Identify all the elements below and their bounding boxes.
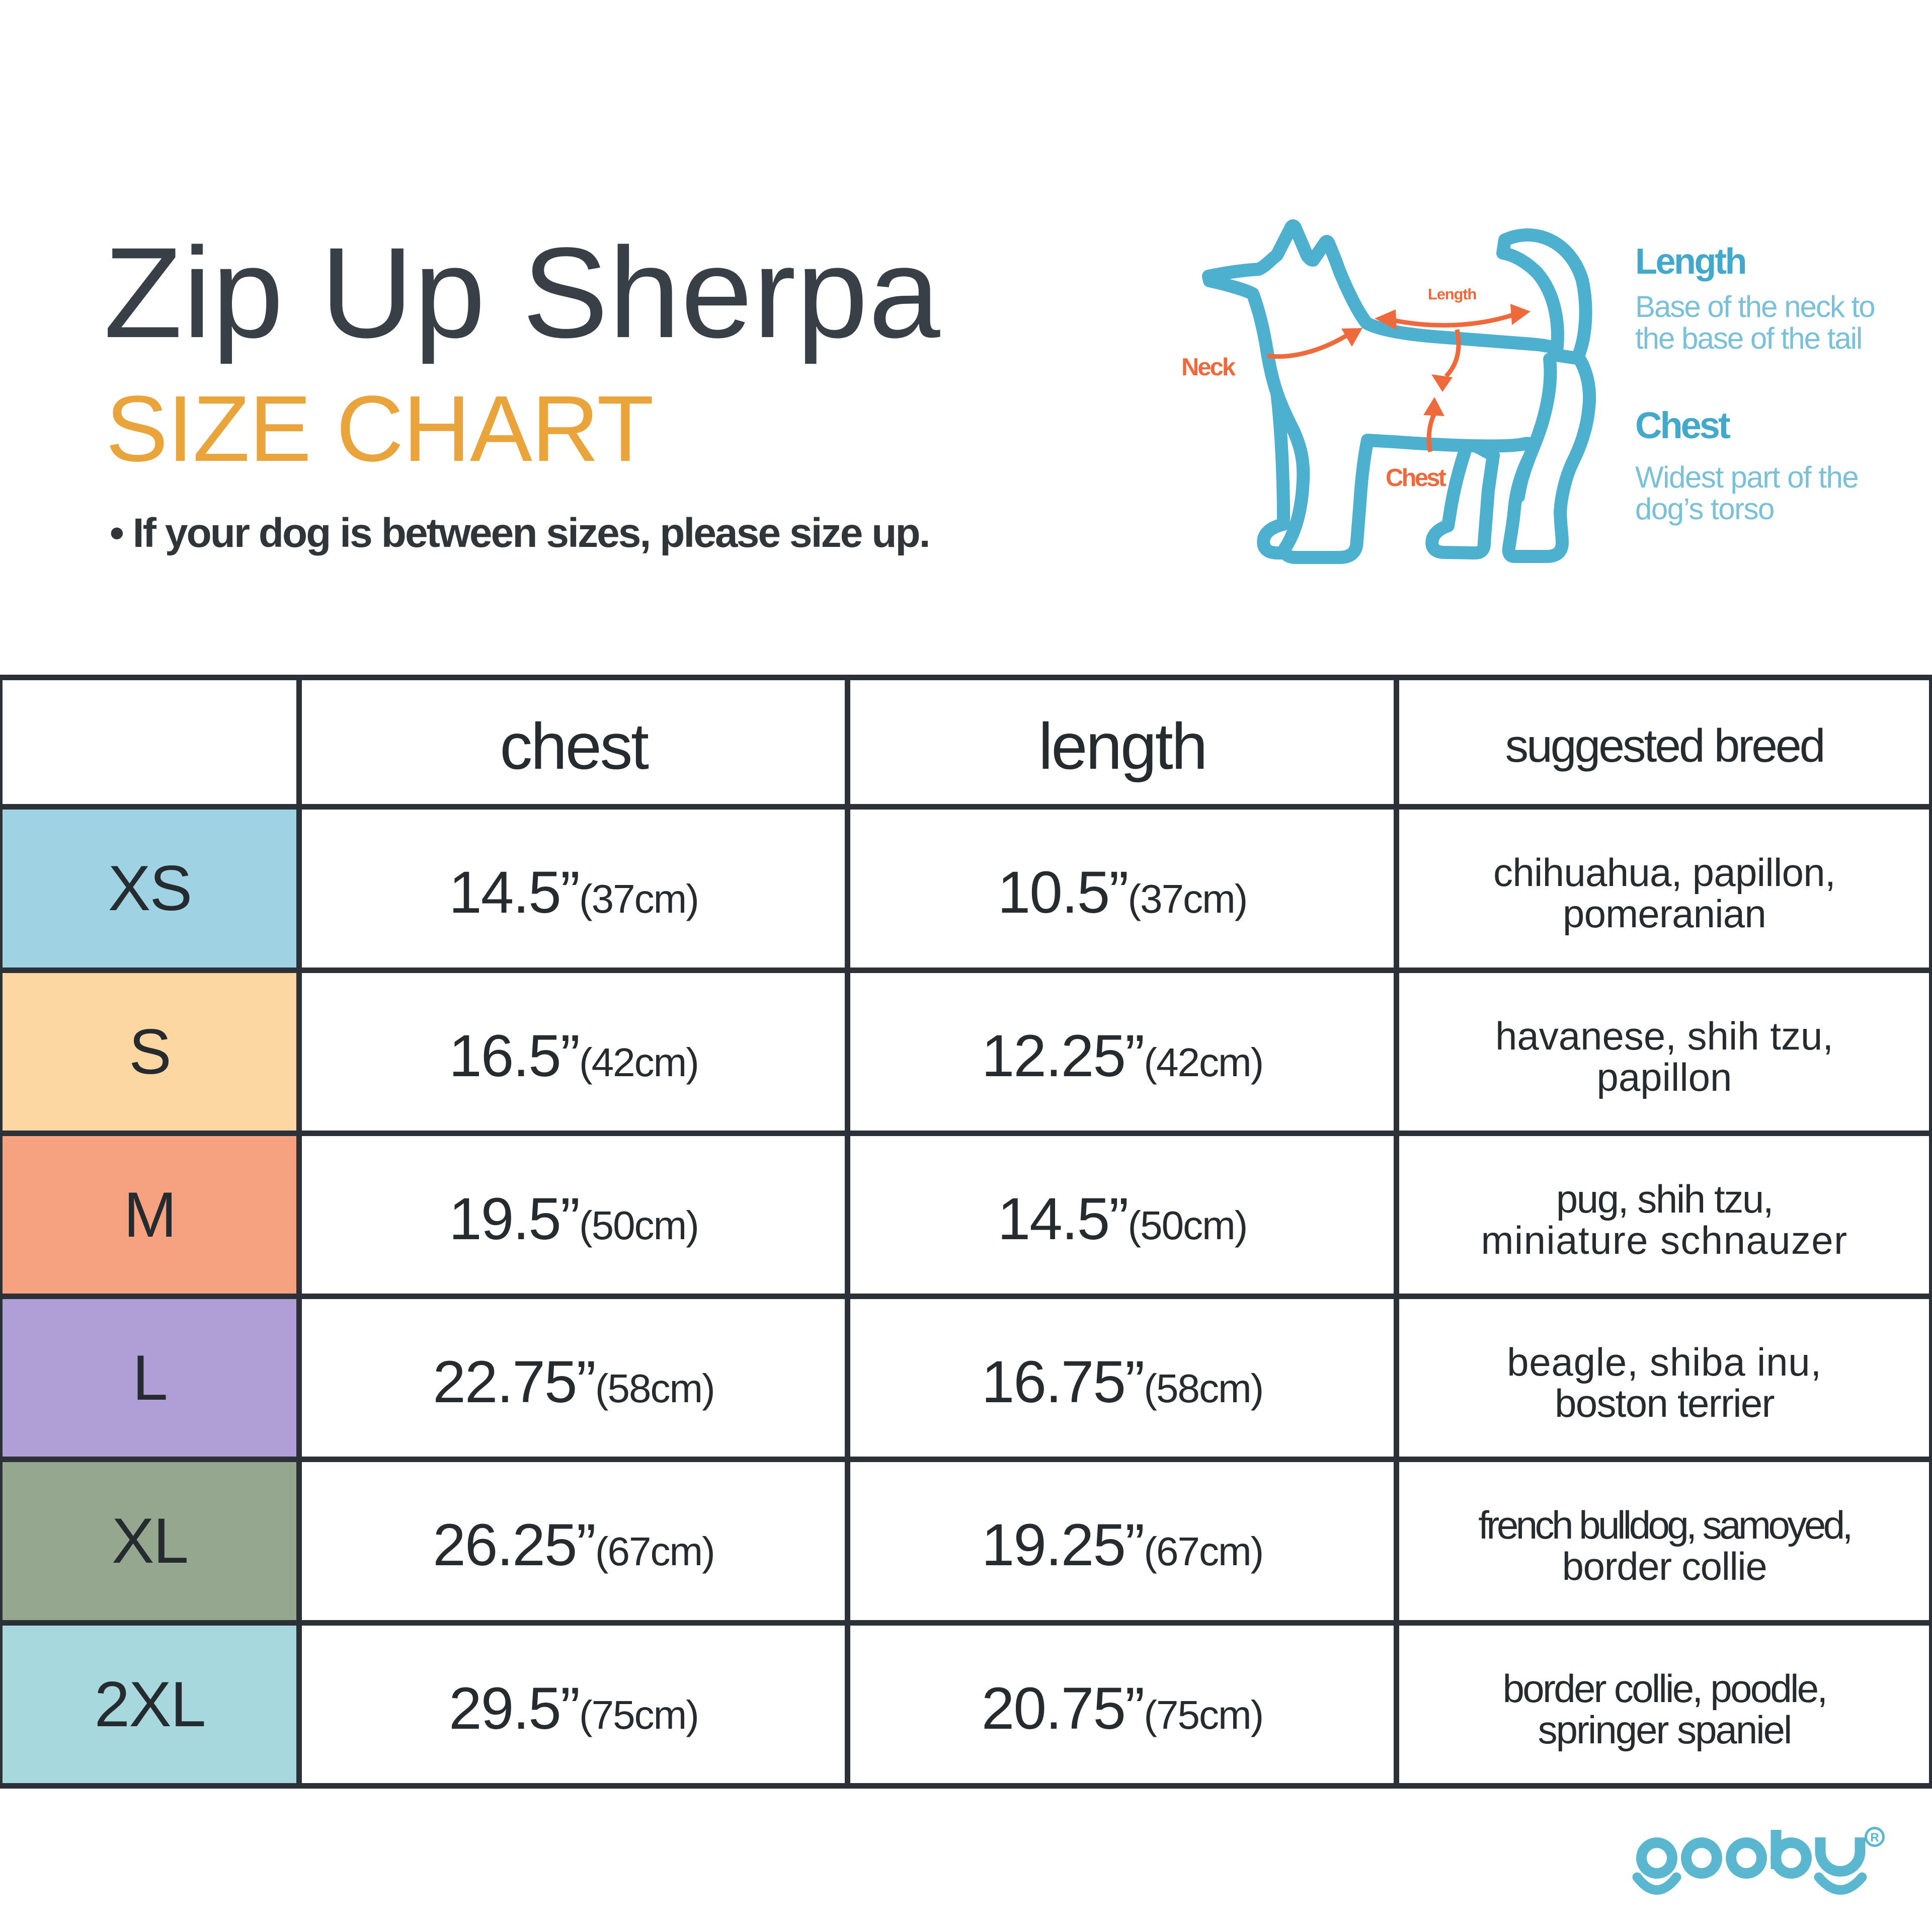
svg-text:R: R — [1870, 1831, 1879, 1844]
